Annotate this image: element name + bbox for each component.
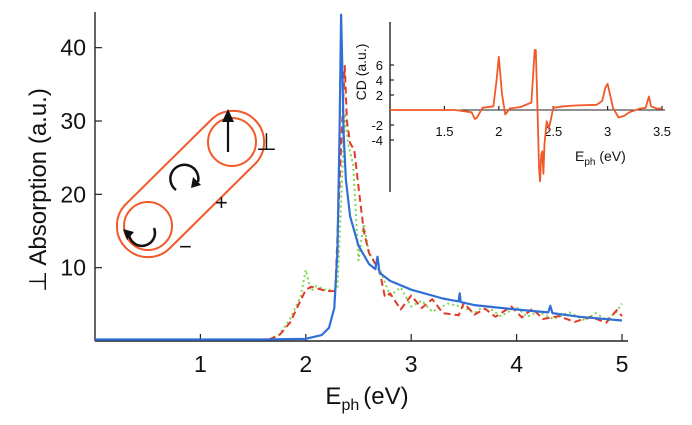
arrow-up-icon <box>222 109 234 122</box>
inset-xtick-label: 2 <box>495 124 502 139</box>
rod-end-circle-top <box>207 117 257 167</box>
main-xlabel-unit: (eV) <box>363 383 408 410</box>
minus-label: − <box>179 234 192 259</box>
inset-ylabel: CD (a.u.) <box>353 44 369 101</box>
main-xtick-label: 4 <box>510 351 523 377</box>
inset-xlabel-main: E <box>575 148 584 164</box>
rotation-arrow-middle-icon <box>169 163 200 192</box>
perp-label: ⊥ <box>256 129 277 156</box>
inset-xlabel: Eph (eV) <box>575 148 626 168</box>
main-xlabel-main: E <box>325 383 341 410</box>
rod-outline <box>115 109 266 259</box>
inset-xtick-label: 1.5 <box>435 124 453 139</box>
nanorod-diagram: ⊥ + − <box>115 109 277 259</box>
inset-ytick-label: -4 <box>371 133 383 148</box>
main-ytick-label: 10 <box>60 255 86 281</box>
main-ytick-label: 20 <box>60 181 86 207</box>
main-ytick-label: 30 <box>60 108 86 134</box>
series-green-dotted <box>268 112 623 341</box>
main-xtick-label: 1 <box>194 351 207 377</box>
inset-xtick-label: 3.5 <box>653 124 671 139</box>
rotation-arrowhead-middle-icon <box>191 177 201 188</box>
main-xtick-label: 5 <box>616 351 629 377</box>
inset-ytick-label: -2 <box>371 118 383 133</box>
main-ytick-label: 40 <box>60 35 86 61</box>
rotation-arrow-bottom-icon <box>127 227 157 248</box>
main-xlabel: Eph (eV) <box>325 383 408 414</box>
main-xtick-label: 2 <box>299 351 312 377</box>
series-blue-solid <box>95 13 623 341</box>
rotation-arrowhead-bottom-icon <box>123 229 134 240</box>
inset-ytick-label: 2 <box>376 88 383 103</box>
inset-xtick-label: 3 <box>604 124 611 139</box>
main-ylabel: ⊥ Absorption (a.u.) <box>25 88 52 292</box>
main-xtick-label: 3 <box>405 351 418 377</box>
inset-ytick-label: 4 <box>376 73 383 88</box>
series-red-dashed <box>268 65 623 341</box>
inset-xlabel-unit: (eV) <box>595 148 625 164</box>
inset-xlabel-sub: ph <box>584 157 595 168</box>
plus-label: + <box>215 190 228 215</box>
inset-ytick-label: 6 <box>376 58 383 73</box>
rod-end-circle-bottom <box>123 201 173 251</box>
inset-series-CD <box>390 49 662 183</box>
main-xlabel-sub: ph <box>341 397 359 414</box>
